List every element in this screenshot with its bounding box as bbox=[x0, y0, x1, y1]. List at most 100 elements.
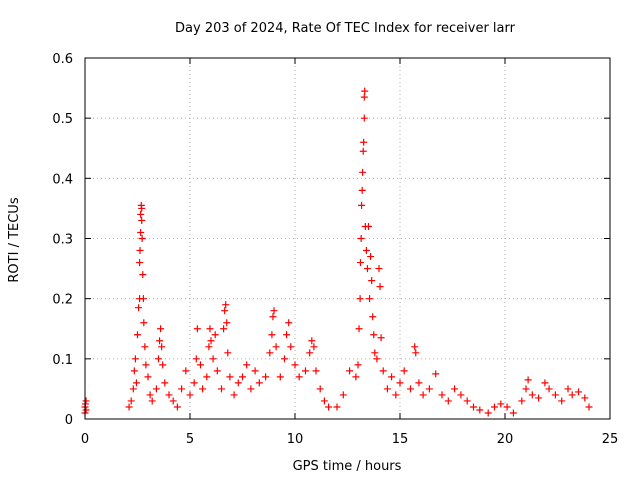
data-point bbox=[165, 391, 173, 399]
data-point bbox=[411, 343, 419, 351]
y-tick-label: 0 bbox=[65, 413, 73, 428]
data-point bbox=[415, 379, 423, 387]
data-point bbox=[178, 385, 186, 393]
data-point bbox=[190, 379, 198, 387]
data-point bbox=[230, 391, 238, 399]
data-point bbox=[132, 379, 140, 387]
data-point bbox=[376, 283, 384, 291]
data-point bbox=[82, 406, 90, 414]
data-point bbox=[243, 361, 251, 369]
data-point bbox=[206, 325, 214, 333]
data-point bbox=[193, 325, 201, 333]
data-point bbox=[197, 361, 204, 369]
data-point bbox=[139, 295, 147, 303]
data-point bbox=[551, 391, 559, 399]
data-point bbox=[491, 403, 498, 411]
y-tick-label: 0.6 bbox=[52, 52, 73, 67]
data-point bbox=[136, 247, 144, 255]
data-point bbox=[585, 403, 593, 411]
data-points bbox=[81, 87, 593, 417]
data-point bbox=[509, 409, 517, 417]
data-point bbox=[234, 379, 242, 387]
data-point bbox=[207, 337, 215, 345]
data-point bbox=[148, 397, 156, 405]
data-point bbox=[306, 349, 314, 357]
data-point bbox=[362, 247, 370, 255]
y-tick-label: 0.1 bbox=[52, 353, 73, 368]
chart-title: Day 203 of 2024, Rate Of TEC Index for r… bbox=[175, 21, 516, 36]
data-point bbox=[268, 331, 276, 339]
data-point bbox=[366, 295, 374, 303]
data-point bbox=[186, 391, 194, 399]
data-point bbox=[211, 331, 219, 339]
data-point bbox=[360, 114, 368, 122]
data-point bbox=[365, 222, 372, 230]
data-point bbox=[356, 295, 364, 303]
x-tick-label: 15 bbox=[392, 432, 409, 447]
data-point bbox=[285, 319, 293, 327]
data-point bbox=[339, 391, 347, 399]
data-point bbox=[497, 400, 505, 408]
data-point bbox=[155, 355, 162, 363]
data-point bbox=[224, 349, 232, 357]
data-point bbox=[357, 235, 365, 242]
data-point bbox=[388, 373, 396, 381]
y-tick-label: 0.4 bbox=[52, 172, 73, 187]
data-point bbox=[359, 147, 367, 155]
data-point bbox=[161, 379, 169, 387]
data-point bbox=[419, 391, 427, 399]
data-point bbox=[316, 385, 324, 393]
data-point bbox=[138, 235, 146, 242]
data-point bbox=[400, 367, 408, 375]
data-point bbox=[373, 355, 381, 363]
data-point bbox=[295, 373, 303, 381]
x-tick-label: 20 bbox=[497, 432, 514, 447]
data-point bbox=[425, 385, 433, 393]
data-point bbox=[396, 379, 404, 387]
data-point bbox=[355, 325, 363, 333]
data-point bbox=[470, 403, 477, 411]
data-point bbox=[82, 397, 90, 405]
data-point bbox=[369, 313, 377, 321]
data-point bbox=[146, 391, 154, 399]
data-point bbox=[320, 397, 328, 405]
x-tick-label: 10 bbox=[287, 432, 304, 447]
grid bbox=[85, 58, 610, 419]
data-point bbox=[221, 307, 229, 315]
data-point bbox=[354, 361, 362, 369]
data-point bbox=[139, 271, 147, 279]
data-point bbox=[144, 373, 152, 381]
data-point bbox=[522, 385, 530, 393]
data-point bbox=[125, 403, 133, 411]
data-point bbox=[457, 391, 465, 399]
data-point bbox=[558, 397, 566, 405]
data-point bbox=[173, 403, 181, 411]
data-point bbox=[136, 259, 144, 267]
data-point bbox=[272, 343, 280, 351]
data-point bbox=[358, 186, 366, 194]
data-point bbox=[247, 385, 255, 393]
data-point bbox=[503, 403, 511, 411]
data-point bbox=[412, 349, 420, 357]
data-point bbox=[545, 385, 553, 393]
y-tick-label: 0.3 bbox=[52, 233, 73, 248]
data-point bbox=[152, 385, 160, 393]
x-tick-label: 5 bbox=[186, 432, 194, 447]
data-point bbox=[135, 304, 143, 312]
data-point bbox=[291, 361, 299, 369]
data-point bbox=[251, 367, 259, 375]
data-point bbox=[130, 367, 138, 375]
data-point bbox=[157, 325, 165, 333]
data-point bbox=[127, 397, 135, 405]
data-point bbox=[528, 391, 536, 399]
data-point bbox=[218, 385, 225, 393]
data-point bbox=[205, 343, 213, 351]
data-point bbox=[360, 93, 368, 101]
data-point bbox=[129, 385, 137, 393]
ticks: 0 5 10 15 20 25 0 0.1 0.2 0.3 0.4 0.5 0.6 bbox=[52, 52, 618, 447]
data-point bbox=[581, 394, 589, 402]
y-tick-label: 0.5 bbox=[52, 112, 73, 127]
data-point bbox=[524, 376, 532, 384]
plot-frame bbox=[84, 57, 611, 420]
